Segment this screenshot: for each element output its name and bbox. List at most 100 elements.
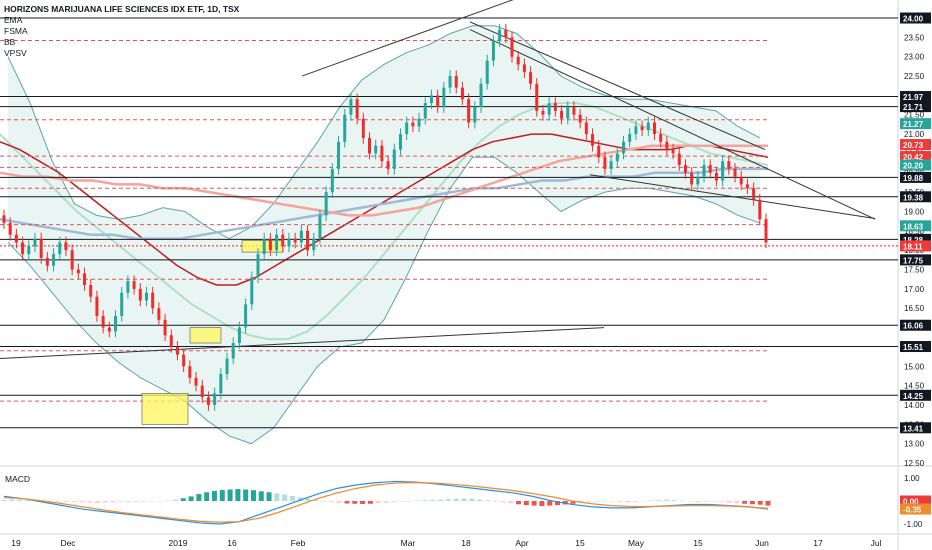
candle-body — [256, 254, 260, 278]
macd-histogram-bar — [391, 501, 397, 503]
macd-line — [3, 480, 769, 525]
price-label-text: 13.41 — [903, 424, 924, 433]
candle-body — [337, 141, 341, 169]
macd-histogram-bar — [1, 499, 7, 501]
macd-histogram-bar — [219, 489, 225, 501]
macd-histogram-bar — [601, 501, 607, 502]
candle-body — [516, 56, 520, 65]
candle-body — [566, 107, 570, 119]
price-label-text: 16.06 — [903, 322, 924, 331]
price-label-badge — [900, 12, 931, 24]
candle-body — [14, 234, 18, 243]
candle-body — [349, 99, 353, 115]
candle-body — [498, 29, 502, 42]
candle-body — [374, 145, 378, 154]
candle-body — [522, 64, 526, 73]
candle-body — [758, 199, 762, 220]
candle-body — [510, 37, 514, 57]
macd-histogram-bar — [710, 501, 716, 502]
candle-body — [479, 83, 483, 107]
candle-body — [312, 238, 316, 251]
candle-body — [448, 76, 452, 88]
candle-body — [21, 242, 25, 255]
candle-body — [188, 366, 192, 378]
macd-histogram-bar — [406, 501, 412, 502]
macd-histogram-bar — [492, 501, 498, 502]
candle-body — [169, 335, 173, 347]
candle-body — [411, 122, 415, 127]
macd-pane-label[interactable]: MACD — [5, 474, 31, 484]
indicator-ema[interactable]: EMA — [4, 15, 23, 25]
candle-body — [330, 168, 334, 193]
candle-body — [250, 277, 254, 305]
candle-body — [646, 122, 650, 131]
macd-histogram-bar — [477, 499, 483, 501]
macd-histogram-bar — [313, 499, 319, 501]
sma-red-line — [0, 144, 768, 217]
candle-body — [361, 118, 365, 138]
candle-body — [58, 242, 62, 255]
time-tick-label: Feb — [291, 538, 306, 548]
candle-body — [299, 230, 303, 243]
candle-body — [268, 238, 272, 251]
price-tick-label: 21.50 — [904, 111, 925, 120]
candle-body — [144, 292, 148, 301]
price-label-text: 21.97 — [903, 93, 924, 102]
candle-body — [640, 126, 644, 131]
macd-histogram-bar — [445, 499, 451, 501]
indicator-bb[interactable]: BB — [4, 37, 16, 47]
candle-body — [405, 122, 409, 135]
price-tick-label: 21.00 — [904, 130, 925, 139]
candle-body — [194, 377, 198, 386]
macd-histogram-bar — [149, 501, 155, 502]
price-label-text: 20.42 — [903, 153, 924, 162]
price-label-badge — [900, 240, 931, 252]
highlight-box — [189, 327, 222, 344]
candle-body — [163, 319, 167, 336]
macd-histogram-bar — [126, 501, 132, 503]
macd-histogram-bar — [48, 501, 54, 502]
candle-body — [752, 188, 756, 200]
macd-histogram-bar — [734, 501, 740, 504]
candle-body — [659, 134, 663, 142]
macd-histogram-bar — [56, 501, 62, 502]
candle-body — [386, 161, 390, 169]
macd-histogram-bar — [188, 496, 194, 501]
indicator-vpsv[interactable]: VPSV — [4, 48, 27, 58]
price-tick-label: 23.00 — [904, 53, 925, 62]
macd-histogram-bar — [157, 501, 163, 502]
macd-histogram-bar — [625, 501, 631, 503]
price-label-text: 14.25 — [903, 392, 924, 401]
candle-body — [392, 149, 396, 169]
candle-body — [460, 87, 464, 100]
macd-histogram-bar — [523, 501, 529, 506]
macd-tick-label: 1.00 — [904, 474, 920, 483]
time-tick-label: 2019 — [169, 538, 188, 548]
price-tick-label: 15.00 — [904, 362, 925, 371]
sma-blue-line — [0, 167, 768, 240]
macd-histogram-bar — [703, 501, 709, 502]
macd-histogram-bar — [757, 501, 763, 505]
price-tick-label: 22.50 — [904, 72, 925, 81]
candle-body — [739, 176, 743, 185]
price-label-badge — [900, 171, 931, 183]
price-tick-label: 18.50 — [904, 227, 925, 236]
macd-histogram-bar — [765, 501, 771, 506]
price-label-badge — [900, 422, 931, 434]
candle-body — [368, 137, 372, 154]
candle-body — [101, 315, 105, 328]
indicator-fsma[interactable]: FSMA — [4, 26, 28, 36]
candle-body — [733, 168, 737, 177]
candle-body — [76, 269, 80, 274]
price-tick-label: 17.00 — [904, 285, 925, 294]
candle-body — [609, 161, 613, 169]
candle-body — [622, 141, 626, 154]
candle-body — [219, 374, 223, 394]
candle-body — [70, 250, 74, 270]
macd-histogram-bar — [749, 501, 755, 505]
macd-histogram-bar — [453, 498, 459, 501]
candle-body — [442, 87, 446, 107]
time-tick-label: 15 — [693, 538, 703, 548]
time-tick-label: 19 — [11, 538, 21, 548]
